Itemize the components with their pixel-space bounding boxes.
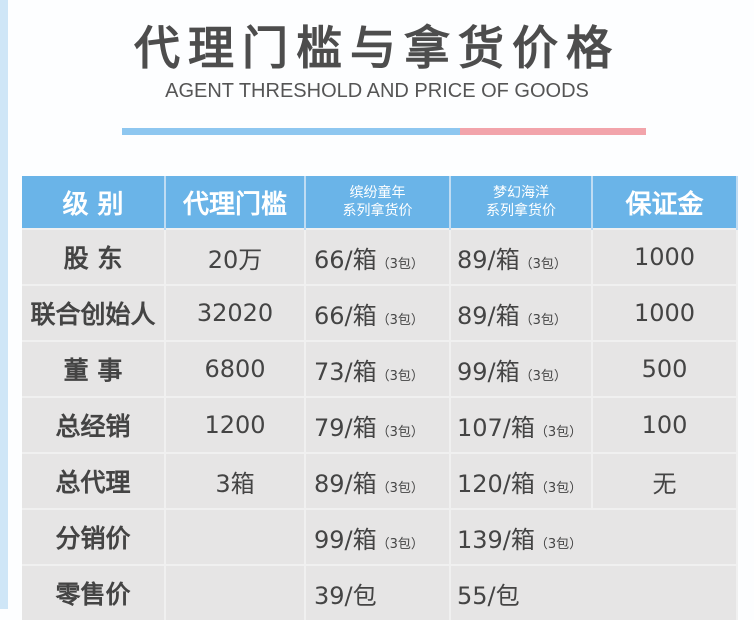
price-a: 66/箱 (314, 301, 377, 330)
divider-pink (460, 128, 646, 135)
divider-blue (122, 128, 460, 135)
pack-note-b: （3包） (519, 256, 567, 272)
cell-series-a-price: 66/箱（3包） (305, 284, 451, 341)
cell-series-b-price: 55/包 (450, 564, 592, 620)
header-level: 级 别 (22, 176, 166, 229)
cell-level: 分销价 (22, 508, 166, 565)
cell-threshold: 3箱 (165, 452, 306, 509)
pack-note-b: （3包） (534, 536, 583, 552)
cell-series-b-price: 99/箱（3包） (450, 340, 593, 397)
cell-level: 总经销 (22, 396, 166, 453)
left-edge-strip (0, 0, 8, 609)
cell-level: 董 事 (22, 340, 166, 397)
cell-threshold: 20万 (165, 228, 306, 285)
table-row: 联合创始人 32020 66/箱（3包） 89/箱（3包） 1000 (22, 284, 738, 341)
cell-level: 总代理 (22, 452, 166, 509)
cell-series-a-price: 73/箱（3包） (305, 340, 451, 397)
cell-series-b-price: 89/箱（3包） (450, 284, 593, 341)
cell-level: 股 东 (22, 228, 166, 285)
table-header-row: 级 别 代理门槛 缤纷童年系列拿货价 梦幻海洋系列拿货价 保证金 (22, 176, 738, 229)
cell-deposit: 1000 (592, 228, 738, 285)
page-title: 代理门槛与拿货价格 (134, 21, 620, 75)
header-deposit: 保证金 (592, 176, 738, 229)
cell-series-b-price: 89/箱（3包） (450, 228, 593, 285)
price-b: 55/包 (457, 581, 520, 610)
cell-level: 联合创始人 (22, 284, 166, 341)
cell-threshold: 1200 (165, 396, 306, 453)
header-series-b-name: 梦幻海洋 (493, 185, 549, 201)
pack-note-b: （3包） (519, 312, 567, 328)
pack-note-a: （3包） (376, 368, 424, 384)
pack-note-a: （3包） (376, 536, 424, 552)
cell-deposit: 500 (592, 340, 738, 397)
cell-threshold: 32020 (165, 284, 306, 341)
cell-deposit: 100 (592, 396, 738, 453)
cell-threshold (165, 564, 306, 620)
pack-note-a: （3包） (376, 256, 424, 272)
pack-note-b: （3包） (534, 424, 583, 440)
cell-deposit (592, 564, 738, 620)
header-series-a-name: 缤纷童年 (349, 185, 406, 201)
price-b: 89/箱 (457, 245, 520, 274)
pack-note-a: （3包） (376, 312, 424, 328)
price-a: 79/箱 (314, 413, 377, 442)
price-a: 66/箱 (314, 245, 377, 274)
cell-deposit: 无 (592, 452, 738, 509)
price-b: 120/箱 (457, 469, 535, 498)
price-a: 89/箱 (314, 469, 377, 498)
page-subtitle: AGENT THRESHOLD AND PRICE OF GOODS (165, 80, 589, 102)
table-row: 股 东 20万 66/箱（3包） 89/箱（3包） 1000 (22, 228, 738, 285)
price-b: 107/箱 (457, 413, 535, 442)
table-row: 分销价 99/箱（3包） 139/箱（3包） (22, 508, 738, 565)
price-a: 73/箱 (314, 357, 377, 386)
price-table: 级 别 代理门槛 缤纷童年 系列拿货价 梦幻海洋 系列拿货价 保证金 股 东 20万 6… (22, 176, 738, 620)
cell-series-b-price: 107/箱（3包） (450, 396, 593, 453)
pack-note-a: （3包） (376, 424, 424, 440)
cell-threshold (165, 508, 306, 565)
table-row: 总经销 1200 79/箱（3包） 107/箱（3包） 100 (22, 396, 738, 453)
header-series-b: 梦幻海洋 系列拿货价 (450, 176, 593, 229)
price-b: 89/箱 (457, 301, 520, 330)
pack-note-a: （3包） (376, 480, 424, 496)
cell-series-b-price: 120/箱（3包） (450, 452, 593, 509)
cell-series-a-price: 79/箱（3包） (305, 396, 451, 453)
table-row: 董 事 6800 73/箱（3包） 99/箱（3包） 500 (22, 340, 738, 397)
cell-series-a-price: 89/箱（3包） (305, 452, 451, 509)
cell-series-a-price: 66/箱（3包） (305, 228, 451, 285)
cell-deposit (592, 508, 738, 565)
pack-note-b: （3包） (519, 368, 567, 384)
cell-series-b-price: 139/箱（3包） (450, 508, 592, 565)
pack-note-b: （3包） (534, 480, 583, 496)
header-series-a-sub: 系列拿货价 (342, 203, 413, 219)
cell-deposit: 1000 (592, 284, 738, 341)
price-b: 99/箱 (457, 357, 520, 386)
header-series-b-sub: 系列拿货价 (486, 203, 556, 219)
header-threshold: 代理门槛 (165, 176, 306, 229)
cell-threshold: 6800 (165, 340, 306, 397)
price-b: 139/箱 (457, 525, 535, 554)
cell-series-a-price: 39/包 (305, 564, 451, 620)
header-series-a: 缤纷童年 系列拿货价 (305, 176, 451, 229)
table-row: 零售价 39/包 55/包 (22, 564, 738, 620)
cell-level: 零售价 (22, 564, 166, 620)
cell-series-a-price: 99/箱（3包） (305, 508, 451, 565)
price-a: 39/包 (314, 581, 377, 610)
price-a: 99/箱 (314, 525, 377, 554)
table-row: 总代理 3箱 89/箱（3包） 120/箱（3包）无 (22, 452, 738, 509)
